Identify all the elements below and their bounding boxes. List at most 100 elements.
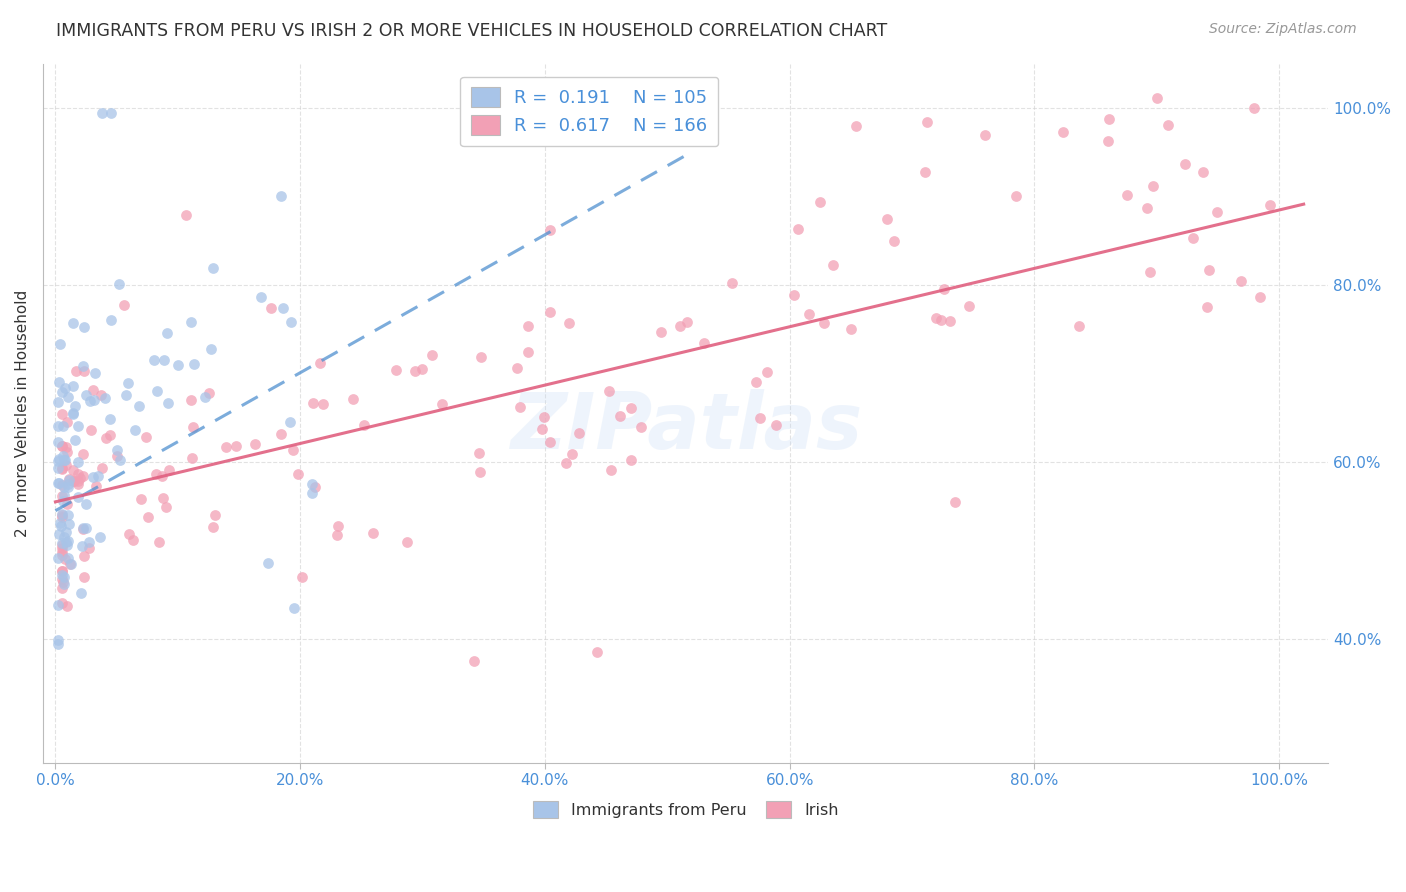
Point (55, 525, 77, 540)
Point (62, 474, 84, 488)
Point (304, 480, 326, 494)
Point (51, 407, 73, 421)
Point (66, 467, 89, 481)
Point (98, 411, 121, 425)
Point (62, 407, 84, 421)
Point (58, 533, 80, 548)
Point (692, 335, 714, 350)
Point (883, 234, 905, 248)
Point (159, 463, 181, 477)
Point (55, 453, 77, 467)
Point (598, 384, 620, 398)
Point (72, 521, 94, 535)
Point (281, 443, 304, 458)
Point (156, 326, 179, 340)
Point (561, 447, 583, 461)
Point (1097, 134, 1119, 148)
Point (915, 115, 938, 129)
Point (72, 447, 94, 461)
Point (67, 477, 90, 491)
Point (82, 470, 104, 484)
Point (75, 496, 97, 510)
Point (46, 454, 69, 468)
Point (505, 361, 527, 376)
Point (301, 477, 323, 491)
Point (204, 508, 226, 522)
Point (924, 310, 946, 325)
Point (75, 388, 97, 402)
Point (72, 549, 94, 563)
Point (51, 545, 73, 559)
Point (58, 508, 80, 523)
Point (150, 468, 173, 483)
Point (153, 353, 176, 368)
Point (270, 426, 292, 441)
Point (46, 598, 69, 612)
Point (538, 223, 561, 237)
Point (48, 337, 70, 351)
Point (1146, 91, 1168, 105)
Point (51, 538, 73, 552)
Point (1052, 125, 1074, 139)
Point (943, 495, 966, 509)
Point (100, 313, 122, 327)
Point (586, 645, 609, 659)
Point (67, 455, 90, 469)
Point (202, 261, 225, 276)
Point (468, 446, 491, 460)
Point (517, 345, 540, 359)
Point (51, 489, 73, 503)
Point (56, 444, 79, 458)
Point (46, 476, 69, 491)
Point (326, 519, 349, 533)
Point (67, 418, 90, 433)
Point (66, 490, 89, 504)
Point (129, 491, 152, 506)
Point (157, 396, 180, 410)
Point (720, 276, 742, 290)
Point (599, 463, 621, 477)
Point (342, 392, 364, 407)
Point (302, 395, 325, 409)
Point (52, 494, 75, 508)
Point (675, 315, 697, 329)
Point (1157, 118, 1180, 132)
Point (291, 570, 314, 584)
Point (72, 468, 94, 483)
Point (630, 420, 652, 434)
Point (55, 538, 77, 552)
Point (72, 522, 94, 536)
Point (225, 439, 247, 453)
Point (650, 325, 672, 339)
Point (152, 491, 174, 505)
Point (105, 443, 128, 458)
Point (361, 526, 384, 541)
Point (73, 319, 96, 334)
Point (53, 452, 76, 467)
Point (287, 467, 309, 481)
Point (53, 551, 76, 566)
Point (1174, 157, 1197, 171)
Point (115, 388, 138, 402)
Point (51, 478, 73, 492)
Point (51, 581, 73, 595)
Point (1181, 231, 1204, 245)
Point (108, 277, 131, 291)
Point (63, 433, 86, 447)
Point (568, 426, 591, 441)
Point (765, 417, 787, 432)
Point (51, 596, 73, 610)
Point (91, 460, 114, 475)
Point (90, 105, 112, 120)
Point (58, 472, 80, 486)
Point (112, 298, 135, 312)
Point (1069, 318, 1091, 333)
Point (974, 128, 997, 142)
Point (280, 315, 302, 329)
Point (145, 467, 167, 481)
Point (62, 463, 84, 477)
Point (404, 364, 426, 378)
Point (554, 456, 576, 470)
Point (80, 423, 103, 437)
Point (174, 208, 197, 222)
